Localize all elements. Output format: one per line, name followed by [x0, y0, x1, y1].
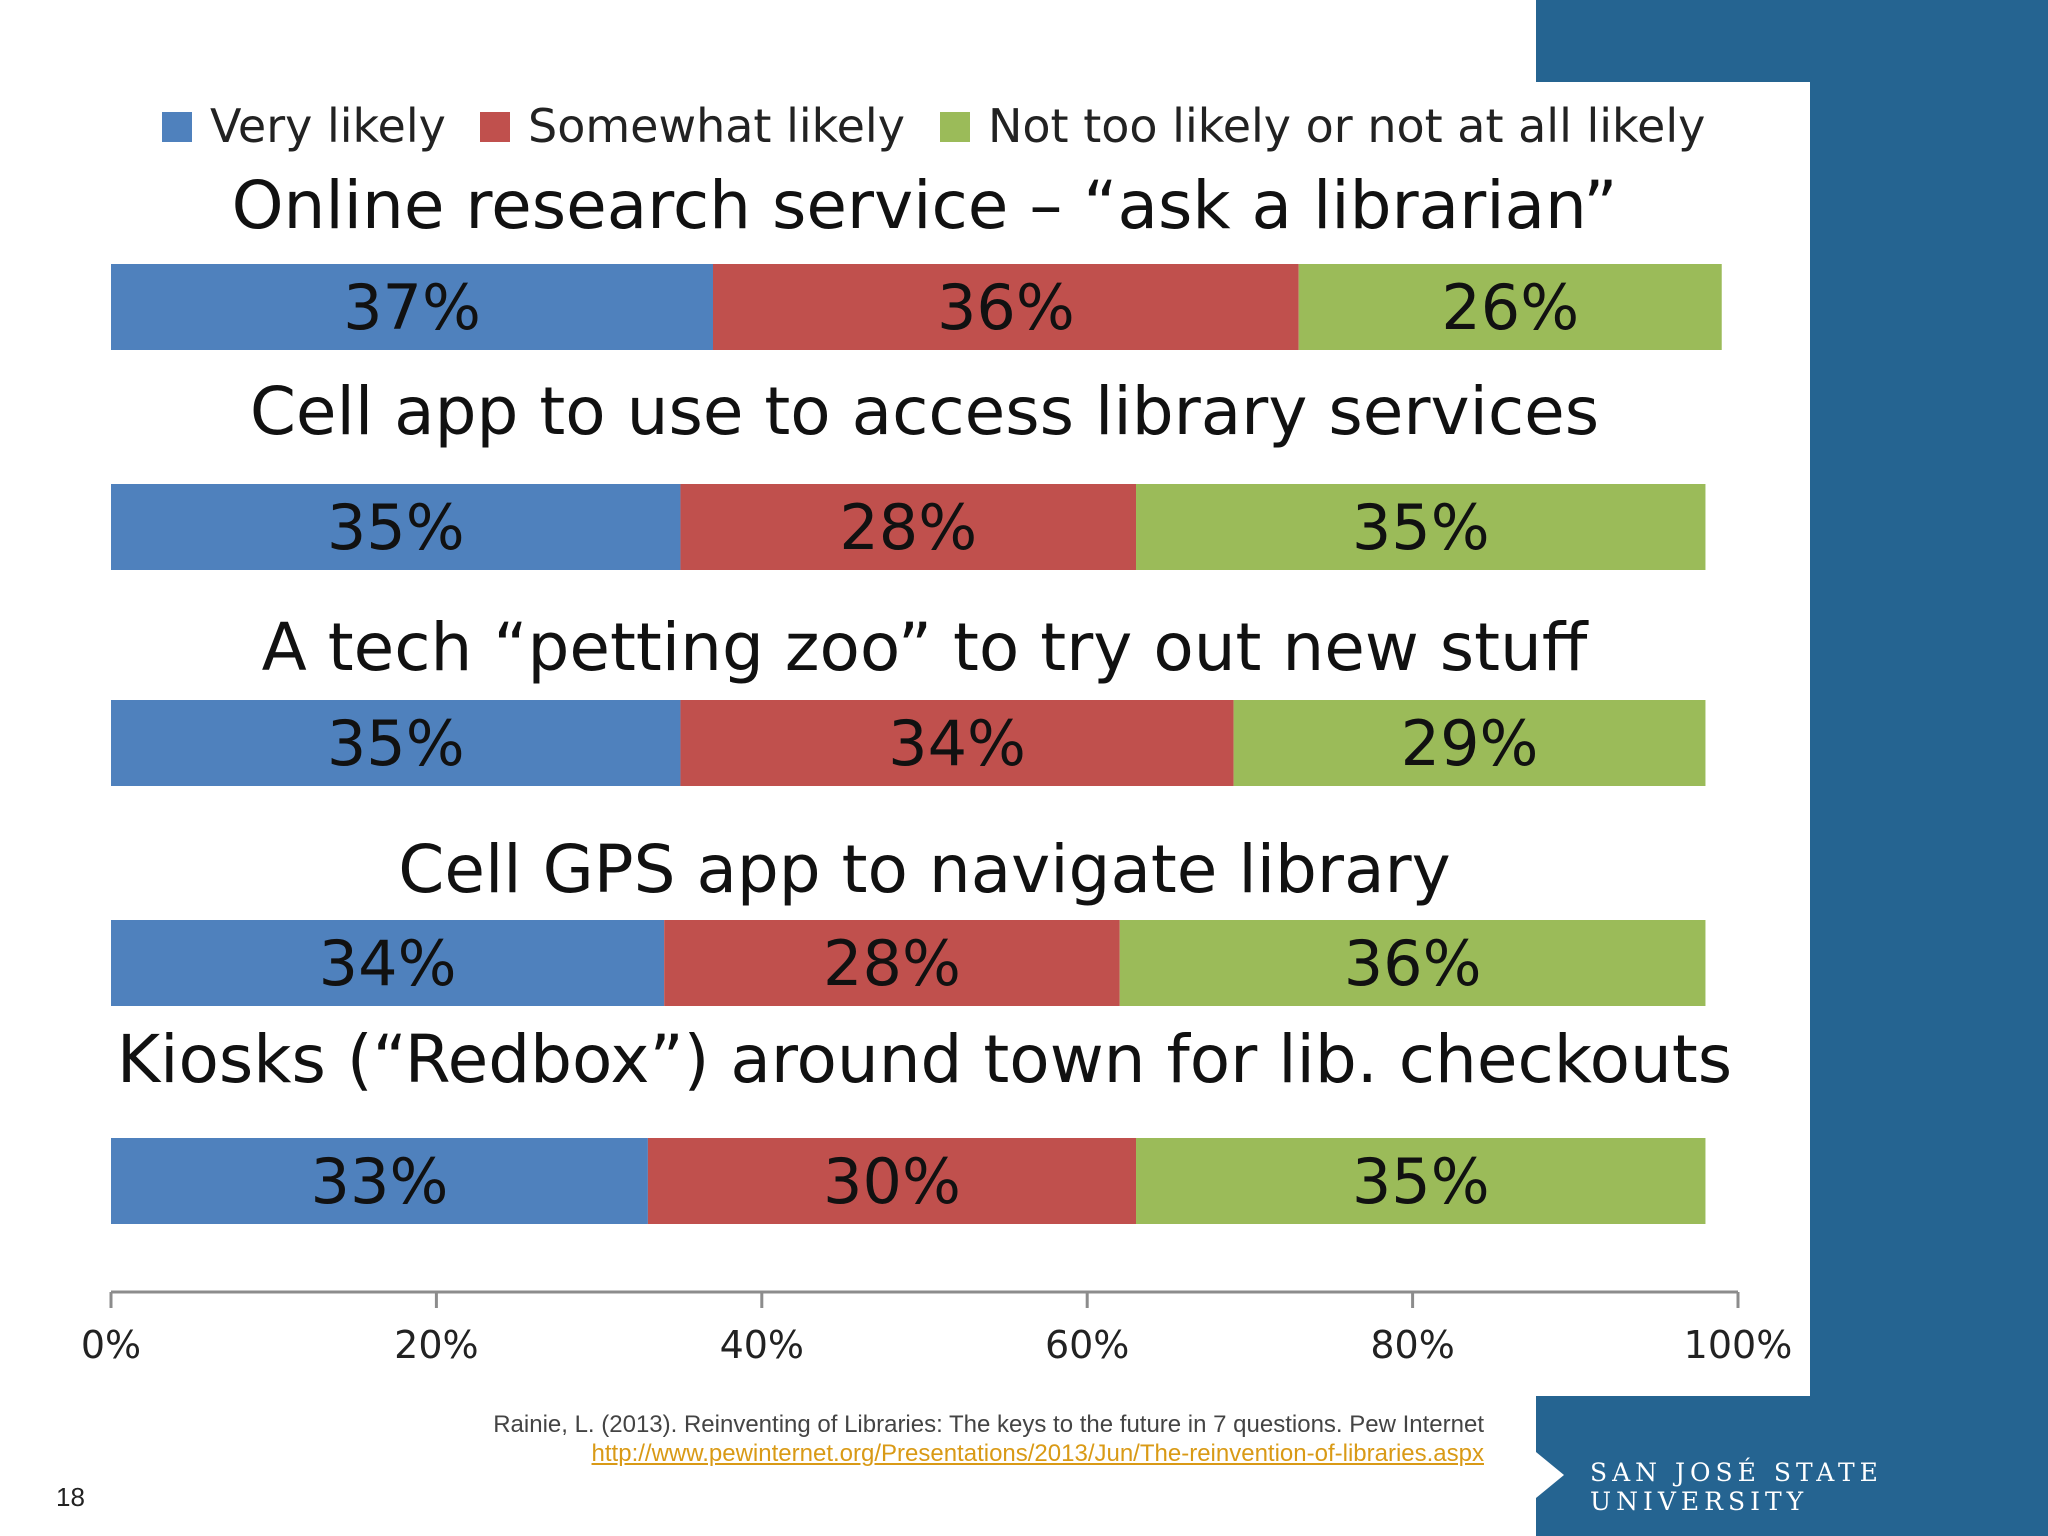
data-label: 28%: [839, 491, 977, 564]
bar-segment: [680, 484, 1137, 570]
legend-swatch: [162, 112, 192, 142]
bar-segment: [1136, 1138, 1706, 1224]
bar-segment: [680, 700, 1234, 786]
data-label: 34%: [319, 927, 457, 1000]
data-label: 35%: [1352, 1145, 1490, 1218]
bar-segment: [111, 920, 665, 1006]
data-label: 35%: [327, 707, 465, 780]
page-number: 18: [56, 1482, 85, 1512]
bar-segment: [111, 484, 681, 570]
category-title: Cell app to use to access library servic…: [250, 373, 1599, 450]
legend-label: Not too likely or not at all likely: [988, 99, 1705, 153]
data-label: 35%: [327, 491, 465, 564]
category-title: A tech “petting zoo” to try out new stuf…: [262, 609, 1589, 686]
citation: Rainie, L. (2013). Reinventing of Librar…: [0, 1410, 1484, 1468]
data-label: 29%: [1401, 707, 1539, 780]
bar-segment: [111, 700, 681, 786]
x-tick-label: 60%: [1045, 1323, 1129, 1367]
data-label: 37%: [343, 271, 481, 344]
data-label: 30%: [823, 1145, 961, 1218]
category-title: Online research service – “ask a librari…: [232, 167, 1618, 244]
bar-segment: [1298, 264, 1722, 350]
category-title: Kiosks (“Redbox”) around town for lib. c…: [117, 1021, 1732, 1098]
x-tick-label: 100%: [1684, 1323, 1793, 1367]
legend-label: Somewhat likely: [528, 99, 905, 153]
data-label: 36%: [937, 271, 1075, 344]
data-label: 26%: [1441, 271, 1579, 344]
bar-segment: [1233, 700, 1706, 786]
data-label: 34%: [888, 707, 1026, 780]
data-label: 36%: [1344, 927, 1482, 1000]
chart-panel: Very likely Somewhat likely Not too likely…: [0, 82, 1810, 1396]
bar-segment: [111, 1138, 648, 1224]
x-tick-label: 80%: [1370, 1323, 1454, 1367]
university-logo-text: SAN JOSÉ STATE UNIVERSITY: [1590, 1458, 1883, 1516]
bar-segment: [664, 920, 1120, 1006]
data-label: 33%: [311, 1145, 449, 1218]
legend-swatch: [480, 112, 510, 142]
data-label: 28%: [823, 927, 961, 1000]
bar-segment: [111, 264, 713, 350]
legend-label: Very likely: [210, 99, 446, 153]
bar-segment: [1136, 484, 1706, 570]
x-tick-label: 40%: [720, 1323, 804, 1367]
bar-segment: [647, 1138, 1137, 1224]
bar-segment: [1119, 920, 1706, 1006]
brand-arrow-icon: [1536, 1452, 1564, 1498]
x-tick-label: 20%: [394, 1323, 478, 1367]
bar-segment: [712, 264, 1299, 350]
category-title: Cell GPS app to navigate library: [398, 831, 1450, 908]
data-label: 35%: [1352, 491, 1490, 564]
x-tick-label: 0%: [81, 1323, 141, 1367]
stacked-bar-chart: Very likely Somewhat likely Not too likely…: [81, 99, 1793, 1367]
citation-text: Rainie, L. (2013). Reinventing of Librar…: [493, 1411, 1484, 1438]
legend-swatch: [940, 112, 970, 142]
citation-link[interactable]: http://www.pewinternet.org/Presentations…: [591, 1440, 1484, 1467]
